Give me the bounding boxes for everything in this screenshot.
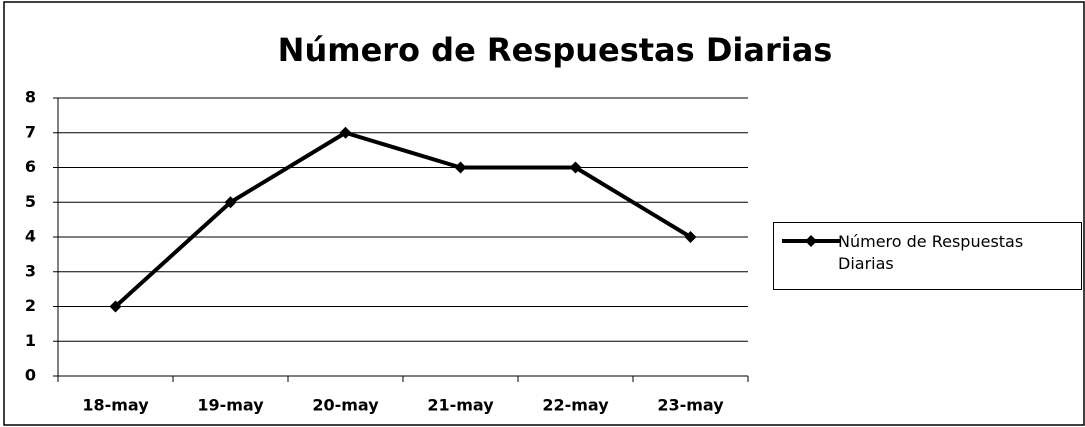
y-tick-label: 8 [25, 88, 36, 107]
data-point [109, 300, 122, 313]
x-tick-label: 19-may [197, 396, 264, 415]
y-tick-label: 7 [25, 122, 36, 141]
data-point [569, 161, 582, 174]
data-point [684, 231, 697, 243]
y-tick-label: 2 [25, 296, 36, 315]
chart-border [3, 1, 1085, 426]
data-point [339, 126, 352, 139]
x-tick-label: 20-may [312, 396, 379, 415]
legend-swatch [782, 235, 840, 247]
y-tick-label: 3 [25, 261, 36, 280]
series-line [114, 130, 692, 308]
data-point [454, 161, 467, 174]
y-tick-label: 1 [25, 331, 36, 350]
x-tick-label: 22-may [542, 396, 609, 415]
x-tick-label: 18-may [82, 396, 149, 415]
x-tick-label: 21-may [427, 396, 494, 415]
y-tick-label: 6 [25, 157, 36, 176]
y-tick-label: 5 [25, 192, 36, 211]
legend-label: Número de Respuestas Diarias [838, 232, 1024, 273]
y-tick-label: 4 [25, 227, 36, 246]
legend: Número de Respuestas Diarias [773, 222, 1082, 290]
x-tick-label: 23-may [657, 396, 724, 415]
data-point [224, 196, 237, 209]
chart-title: Número de Respuestas Diarias [278, 31, 833, 69]
y-tick-label: 0 [25, 366, 36, 385]
legend-marker [805, 235, 817, 247]
